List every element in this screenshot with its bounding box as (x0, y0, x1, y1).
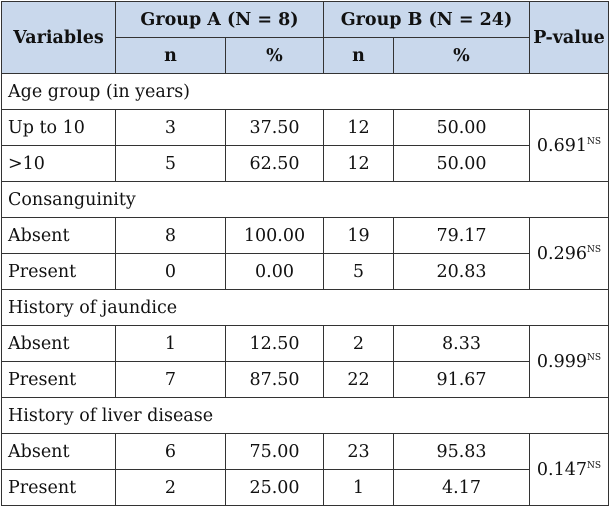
header-group-a-n: n (115, 37, 226, 74)
p-value: 0.999 (536, 351, 588, 372)
group-b-pct-cell: 4.17 (393, 469, 530, 506)
group-a-n-cell: 0 (115, 253, 226, 290)
header-group-b-pct: % (393, 37, 530, 74)
group-b-n-cell: 12 (323, 109, 394, 146)
row-label: Present (1, 253, 116, 290)
group-b-n-cell: 23 (323, 433, 394, 470)
group-b-pct-cell: 95.83 (393, 433, 530, 470)
significance-mark: NS (587, 460, 602, 471)
group-a-pct-cell: 62.50 (225, 145, 324, 182)
group-b-n-cell: 12 (323, 145, 394, 182)
group-b-pct-cell: 20.83 (393, 253, 530, 290)
group-b-n-cell: 2 (323, 325, 394, 362)
header-group-b-n: n (323, 37, 394, 74)
header-group-b: Group B (N = 24) (323, 1, 530, 38)
p-value: 0.296 (536, 243, 588, 264)
row-label: Present (1, 469, 116, 506)
row-label: >10 (1, 145, 116, 182)
table-body: Age group (in years) Up to 10 3 37.50 12… (1, 73, 609, 506)
group-a-n-cell: 1 (115, 325, 226, 362)
group-b-pct-cell: 50.00 (393, 109, 530, 146)
group-b-pct-cell: 79.17 (393, 217, 530, 254)
p-value-cell: 0.147NS (529, 433, 609, 506)
group-a-pct-cell: 12.50 (225, 325, 324, 362)
significance-mark: NS (587, 352, 602, 363)
section-row: Consanguinity (1, 181, 609, 218)
group-b-pct-cell: 91.67 (393, 361, 530, 398)
p-value: 0.147 (536, 459, 588, 480)
group-b-pct-cell: 8.33 (393, 325, 530, 362)
group-a-n-cell: 7 (115, 361, 226, 398)
row-label: Up to 10 (1, 109, 116, 146)
section-title: Age group (in years) (1, 73, 609, 110)
p-value: 0.691 (536, 135, 588, 156)
table-row: Absent 6 75.00 23 95.83 0.147NS (1, 433, 609, 506)
p-value-cell: 0.296NS (529, 217, 609, 290)
significance-mark: NS (587, 136, 602, 147)
group-a-pct-cell: 75.00 (225, 433, 324, 470)
section-row: History of jaundice (1, 289, 609, 326)
significance-mark: NS (587, 244, 602, 255)
group-a-pct-cell: 87.50 (225, 361, 324, 398)
section-row: Age group (in years) (1, 73, 609, 110)
header-row-2: n % n % (2, 37, 609, 74)
section-title: Consanguinity (1, 181, 609, 218)
group-b-n-cell: 1 (323, 469, 394, 506)
group-b-n-cell: 19 (323, 217, 394, 254)
group-a-pct-cell: 25.00 (225, 469, 324, 506)
group-a-pct-cell: 37.50 (225, 109, 324, 146)
header-group-a-pct: % (225, 37, 324, 74)
table-row: Up to 10 3 37.50 12 50.00 0.691NS (1, 109, 609, 182)
section-title: History of jaundice (1, 289, 609, 326)
header-group-a: Group A (N = 8) (115, 1, 324, 38)
header-variables: Variables (1, 1, 116, 74)
table-row: Absent 8 100.00 19 79.17 0.296NS (1, 217, 609, 290)
group-b-n-cell: 22 (323, 361, 394, 398)
row-label: Absent (1, 433, 116, 470)
group-a-n-cell: 3 (115, 109, 226, 146)
group-a-pct-cell: 0.00 (225, 253, 324, 290)
p-value-cell: 0.999NS (529, 325, 609, 398)
group-a-n-cell: 8 (115, 217, 226, 254)
section-row: History of liver disease (1, 397, 609, 434)
group-b-pct-cell: 50.00 (393, 145, 530, 182)
header-row-1: Variables Group A (N = 8) Group B (N = 2… (1, 1, 609, 74)
p-value-cell: 0.691NS (529, 109, 609, 182)
table-row: >10 5 62.50 12 50.00 (1, 145, 609, 182)
section-title: History of liver disease (1, 397, 609, 434)
table-row: Present 7 87.50 22 91.67 (1, 361, 609, 398)
group-a-n-cell: 2 (115, 469, 226, 506)
table-row: Present 0 0.00 5 20.83 (1, 253, 609, 290)
group-a-pct-cell: 100.00 (225, 217, 324, 254)
group-a-n-cell: 5 (115, 145, 226, 182)
group-b-n-cell: 5 (323, 253, 394, 290)
table-row: Present 2 25.00 1 4.17 (1, 469, 609, 506)
row-label: Present (1, 361, 116, 398)
row-label: Absent (1, 325, 116, 362)
table-row: Absent 1 12.50 2 8.33 0.999NS (1, 325, 609, 398)
group-a-n-cell: 6 (115, 433, 226, 470)
header-p-value: P-value (529, 1, 609, 74)
row-label: Absent (1, 217, 116, 254)
